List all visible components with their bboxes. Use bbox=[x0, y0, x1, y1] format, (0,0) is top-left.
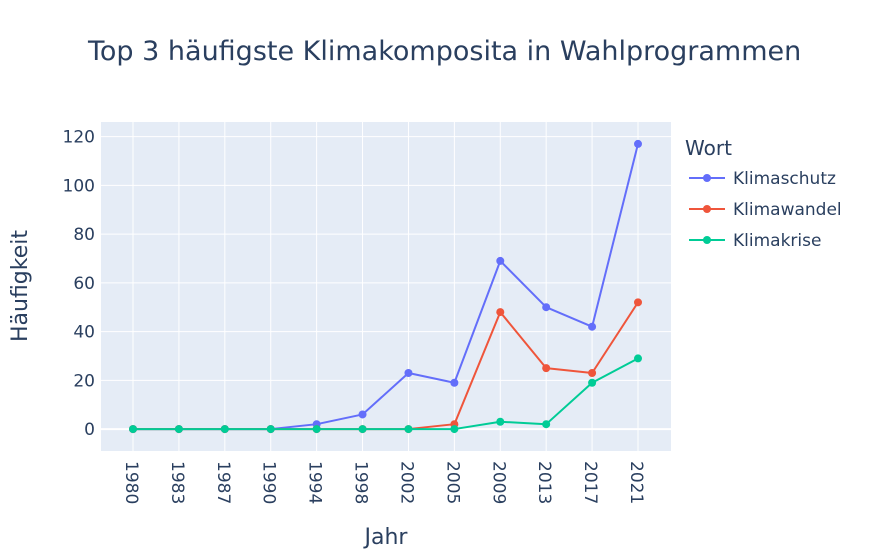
x-tick-label: 1990 bbox=[259, 461, 279, 504]
x-tick-label: 2002 bbox=[396, 461, 416, 504]
legend: Wort Klimaschutz Klimawandel Klimakrise bbox=[685, 136, 842, 251]
data-point-klimawandel bbox=[542, 364, 551, 373]
legend-swatch-marker bbox=[703, 205, 711, 213]
x-tick-label: 2021 bbox=[626, 461, 646, 504]
legend-label: Klimakrise bbox=[733, 231, 821, 251]
y-tick-label: 60 bbox=[73, 274, 95, 294]
data-point-klimakrise bbox=[588, 378, 597, 387]
data-point-klimakrise bbox=[266, 425, 275, 434]
data-point-klimawandel bbox=[496, 308, 505, 317]
x-tick-label: 2013 bbox=[534, 461, 554, 504]
legend-title: Wort bbox=[685, 136, 732, 160]
gridlines bbox=[101, 122, 671, 451]
data-point-klimaschutz bbox=[496, 256, 505, 265]
x-tick-label: 1987 bbox=[213, 461, 233, 504]
data-point-klimakrise bbox=[404, 425, 413, 434]
legend-swatch-marker bbox=[703, 174, 711, 182]
series-line-klimakrise bbox=[133, 357, 639, 431]
legend-swatch-marker bbox=[703, 236, 711, 244]
series-group bbox=[129, 139, 642, 434]
legend-label: Klimawandel bbox=[733, 200, 842, 220]
x-tick-label: 1994 bbox=[305, 461, 325, 504]
x-axis-title: Jahr bbox=[363, 525, 409, 550]
data-point-klimaschutz bbox=[542, 303, 551, 312]
data-point-klimakrise bbox=[450, 425, 459, 434]
plot-area bbox=[101, 122, 671, 451]
data-point-klimakrise bbox=[312, 425, 321, 434]
x-tick-label: 2005 bbox=[442, 461, 462, 504]
x-tick-label: 1998 bbox=[351, 461, 371, 504]
data-point-klimakrise bbox=[174, 425, 183, 434]
y-tick-label: 0 bbox=[84, 420, 95, 440]
data-point-klimakrise bbox=[129, 425, 137, 434]
data-point-klimawandel bbox=[634, 298, 642, 307]
data-point-klimakrise bbox=[496, 417, 505, 426]
y-tick-label: 100 bbox=[63, 176, 95, 196]
data-point-klimaschutz bbox=[404, 369, 413, 378]
chart-title: Top 3 häufigste Klimakomposita in Wahlpr… bbox=[87, 36, 801, 67]
legend-label: Klimaschutz bbox=[733, 169, 836, 189]
y-tick-label: 40 bbox=[73, 323, 95, 343]
data-point-klimawandel bbox=[588, 369, 597, 378]
x-tick-label: 1983 bbox=[167, 461, 187, 504]
x-tick-label: 2009 bbox=[488, 461, 508, 504]
data-point-klimakrise bbox=[542, 420, 551, 429]
y-tick-label: 20 bbox=[73, 371, 95, 391]
data-point-klimaschutz bbox=[634, 139, 642, 148]
data-point-klimaschutz bbox=[450, 378, 459, 387]
data-point-klimakrise bbox=[358, 425, 367, 434]
y-tick-label: 120 bbox=[63, 128, 95, 148]
x-tick-label: 2017 bbox=[580, 461, 600, 504]
y-tick-label: 80 bbox=[73, 225, 95, 245]
data-point-klimakrise bbox=[634, 354, 642, 363]
x-axis-ticks: 1980 1983 1987 1990 1994 1998 2002 2005 2009 2013… bbox=[121, 461, 646, 504]
y-axis-ticks: 0 20 40 60 80 100 120 bbox=[63, 128, 95, 440]
data-point-klimaschutz bbox=[358, 410, 367, 419]
data-point-klimakrise bbox=[220, 425, 229, 434]
data-point-klimaschutz bbox=[588, 322, 597, 331]
y-axis-title: Häufigkeit bbox=[8, 230, 33, 342]
x-tick-label: 1980 bbox=[121, 461, 141, 504]
